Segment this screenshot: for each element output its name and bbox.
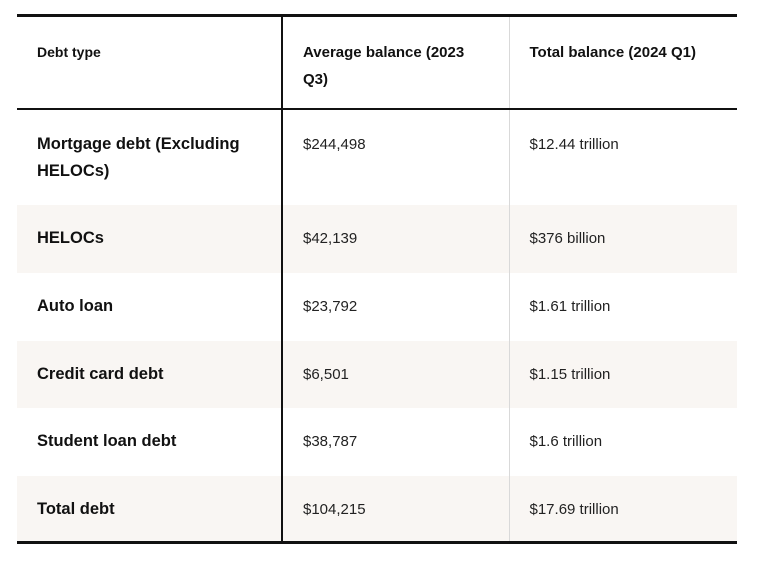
debt-table: Debt type Average balance (2023 Q3) Tota… (17, 14, 737, 544)
cell-total-balance: $1.15 trillion (529, 365, 611, 383)
cell-total-balance: $1.6 trillion (529, 432, 603, 450)
cell-debt-type: Student loan debt (17, 407, 283, 476)
cell-total-balance: $12.44 trillion (529, 135, 619, 153)
table-row: Student loan debt $38,787 $1.6 trillion (17, 407, 737, 476)
header-debt-type: Debt type (17, 15, 283, 109)
cell-average-balance: $23,792 (282, 272, 510, 341)
header-row: Debt type Average balance (2023 Q3) Tota… (17, 15, 737, 109)
cell-total-balance: $17.69 trillion (529, 500, 619, 518)
cell-debt-type: Total debt (17, 475, 283, 543)
header-total-balance: Total balance (2024 Q1) (529, 44, 696, 61)
header-average-balance: Average balance (2023 Q3) (282, 15, 510, 109)
cell-debt-type: Auto loan (17, 272, 283, 341)
cell-average-balance: $6,501 (282, 340, 510, 408)
table-header: Debt type Average balance (2023 Q3) Tota… (17, 15, 737, 109)
table-row: Credit card debt $6,501 $1.15 trillion (17, 340, 737, 408)
debt-table-container: Debt type Average balance (2023 Q3) Tota… (17, 14, 737, 544)
cell-debt-type: Credit card debt (17, 340, 283, 408)
table-row: Auto loan $23,792 $1.61 trillion (17, 272, 737, 341)
cell-average-balance: $104,215 (282, 475, 510, 543)
cell-total-balance: $1.61 trillion (529, 297, 611, 315)
cell-debt-type: HELOCs (17, 204, 283, 273)
table-body: Mortgage debt (Excluding HELOCs) $244,49… (17, 108, 737, 543)
cell-average-balance: $244,498 (282, 108, 510, 205)
cell-debt-type: Mortgage debt (Excluding HELOCs) (17, 108, 283, 205)
table-row: Mortgage debt (Excluding HELOCs) $244,49… (17, 108, 737, 205)
table-row: HELOCs $42,139 $376 billion (17, 204, 737, 273)
table-row: Total debt $104,215 $17.69 trillion (17, 475, 737, 543)
cell-total-balance: $376 billion (529, 229, 606, 247)
cell-average-balance: $38,787 (282, 407, 510, 476)
cell-average-balance: $42,139 (282, 204, 510, 273)
